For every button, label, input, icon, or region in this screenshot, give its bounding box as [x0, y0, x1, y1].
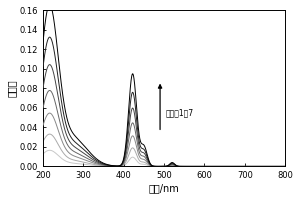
- Text: 层数从1至7: 层数从1至7: [166, 108, 194, 117]
- X-axis label: 波长/nm: 波长/nm: [149, 183, 179, 193]
- Y-axis label: 吸光度: 吸光度: [7, 80, 17, 97]
